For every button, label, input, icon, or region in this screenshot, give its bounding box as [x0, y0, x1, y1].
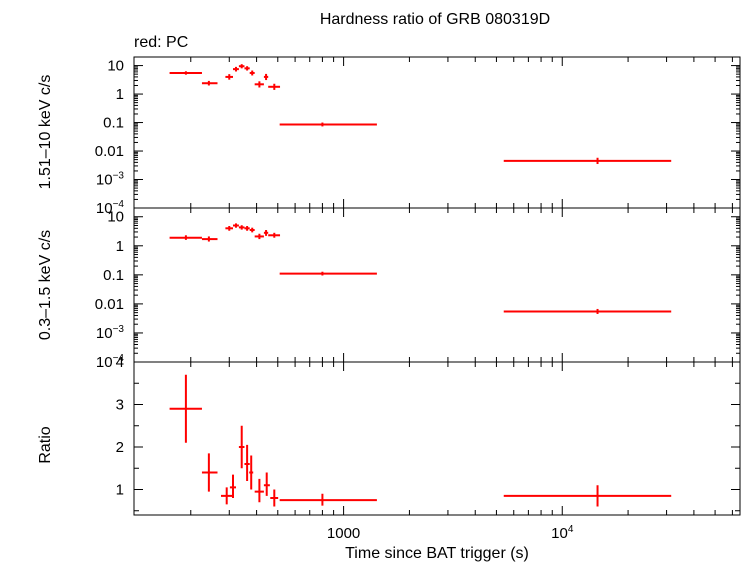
y-tick-label: 10−3 [96, 324, 125, 342]
y-tick-label: 10−4 [96, 199, 125, 217]
panel-ratio-frame [133, 361, 741, 516]
y-tick-label: 4 [116, 354, 124, 371]
data-point [169, 235, 202, 240]
data-point [503, 485, 672, 507]
data-point [221, 487, 233, 505]
data-point [254, 478, 264, 503]
data-point [503, 308, 672, 314]
data-point [249, 455, 254, 490]
panel-ratio-points [169, 374, 672, 507]
y-tick-label: 1 [116, 482, 124, 499]
y-tick-label: 0.01 [95, 296, 124, 313]
y-tick-label: 10 [107, 209, 124, 226]
data-point [201, 453, 218, 492]
data-point [270, 489, 279, 507]
panel-hard-points [169, 64, 672, 165]
y-tick-label: 0.1 [103, 115, 124, 132]
data-point [238, 425, 245, 469]
data-point [238, 64, 245, 69]
panel-ratio: Ratio 4 3 2 1 [37, 354, 741, 516]
data-point [169, 374, 202, 443]
panel-hard-ticks: 10 1 0.1 0.01 10−3 10−4 [95, 56, 740, 217]
data-point [225, 226, 233, 231]
panel-soft-ylabel: 0.3–1.5 keV c/s [37, 230, 54, 340]
panel-soft-frame [133, 207, 741, 363]
data-point [244, 444, 250, 481]
data-point [279, 122, 377, 127]
data-point [503, 157, 672, 165]
x-tick-label: 104 [551, 524, 574, 542]
panel-hard-frame [133, 56, 741, 209]
data-point [263, 229, 269, 236]
data-point [244, 66, 250, 71]
y-tick-label: 10 [107, 58, 124, 75]
data-point [244, 226, 250, 231]
y-tick-label: 10−3 [96, 171, 125, 189]
x-tick-label: 1000 [327, 525, 360, 542]
data-point [279, 271, 377, 276]
y-tick-label: 3 [116, 397, 124, 414]
data-point [201, 236, 218, 242]
panel-hard-ylabel: 1.51–10 keV c/s [37, 75, 54, 190]
legend-note: red: PC [134, 34, 188, 51]
y-tick-label: 1 [116, 86, 124, 103]
data-point [249, 227, 255, 233]
data-point [254, 81, 264, 88]
y-tick-label: 0.1 [103, 267, 124, 284]
y-tick-label: 2 [116, 439, 124, 456]
y-tick-label: 0.01 [95, 143, 124, 160]
data-point [229, 474, 236, 498]
data-point [279, 493, 377, 506]
data-point [232, 223, 239, 228]
data-point [201, 80, 218, 86]
data-point [263, 472, 270, 496]
panel-ratio-ylabel: Ratio [37, 426, 54, 463]
panel-soft-points [169, 223, 672, 314]
x-axis-ticks: 1000104105 [190, 57, 733, 542]
data-point [232, 66, 239, 72]
chart-title: Hardness ratio of GRB 080319D [320, 11, 550, 28]
data-point [254, 233, 264, 240]
panel-hard: 1.51–10 keV c/s 10 1 0.1 0.01 10−3 10−4 [37, 56, 741, 217]
data-point [238, 225, 245, 230]
y-tick-label: 10−4 [96, 353, 125, 371]
data-point [225, 74, 233, 80]
data-point [169, 71, 202, 75]
panel-soft-ticks: 10 1 0.1 0.01 10−3 10−4 [95, 207, 740, 371]
panel-soft: 0.3–1.5 keV c/s 10 1 0.1 0.01 10−3 10−4 [37, 207, 741, 371]
data-point [263, 73, 269, 81]
data-point [249, 70, 255, 76]
data-point [268, 83, 281, 90]
y-tick-label: 1 [116, 238, 124, 255]
panel-ratio-ticks: 4 3 2 1 [116, 354, 740, 512]
x-axis-label: Time since BAT trigger (s) [345, 545, 529, 562]
data-point [268, 232, 281, 238]
